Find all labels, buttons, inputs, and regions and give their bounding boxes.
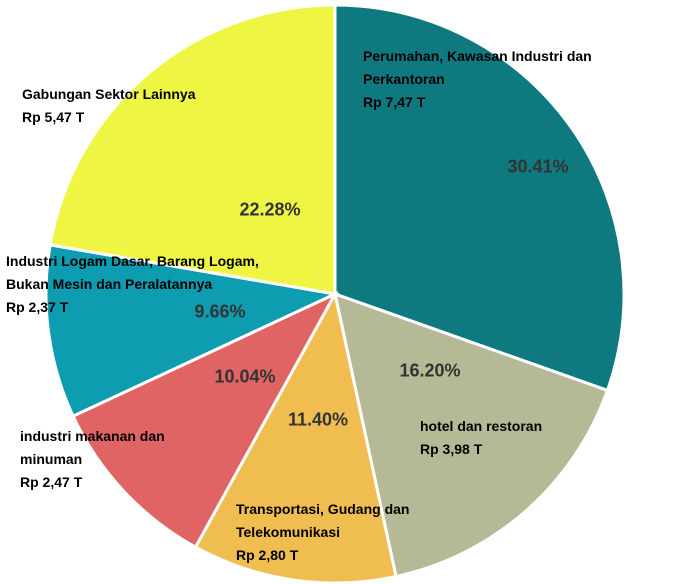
pie-slice (71, 290, 339, 550)
amount: Rp 2,80 T (236, 547, 299, 563)
pie-slice (333, 3, 626, 393)
percent-label: 22.28% (239, 199, 301, 220)
pie-slice (44, 243, 340, 419)
amount: Rp 7,47 T (363, 94, 426, 110)
amount: Rp 2,37 T (6, 299, 69, 315)
percent-label: 9.66% (194, 301, 246, 322)
amount: Rp 5,47 T (22, 109, 85, 125)
amount: Rp 2,47 T (20, 474, 83, 490)
percent-label: 30.41% (507, 156, 569, 177)
category-name: Industri Logam Dasar, Barang Logam, Buka… (6, 253, 259, 292)
pie-slice (332, 291, 610, 579)
pie-slice (48, 3, 337, 296)
pie-slice (193, 289, 398, 584)
category-name: industri makanan dan minuman (20, 428, 165, 467)
slice-label: Perumahan, Kawasan Industri dan Perkanto… (363, 45, 673, 114)
slice-label: Gabungan Sektor Lainnya Rp 5,47 T (22, 83, 282, 129)
category-name: Transportasi, Gudang dan Telekomunikasi (236, 501, 410, 540)
percent-label: 11.40% (287, 409, 349, 430)
slice-label: industri makanan dan minuman Rp 2,47 T (20, 425, 220, 494)
category-name: Perumahan, Kawasan Industri dan Perkanto… (363, 48, 592, 87)
percent-label: 16.20% (399, 360, 461, 381)
slice-label: Transportasi, Gudang dan Telekomunikasi R… (236, 498, 476, 567)
slice-label: Industri Logam Dasar, Barang Logam, Buka… (6, 250, 274, 319)
amount: Rp 3,98 T (420, 441, 483, 457)
percent-label: 10.04% (214, 366, 276, 387)
slice-label: hotel dan restoran Rp 3,98 T (420, 415, 600, 461)
category-name: hotel dan restoran (420, 418, 543, 434)
category-name: Gabungan Sektor Lainnya (22, 86, 196, 102)
